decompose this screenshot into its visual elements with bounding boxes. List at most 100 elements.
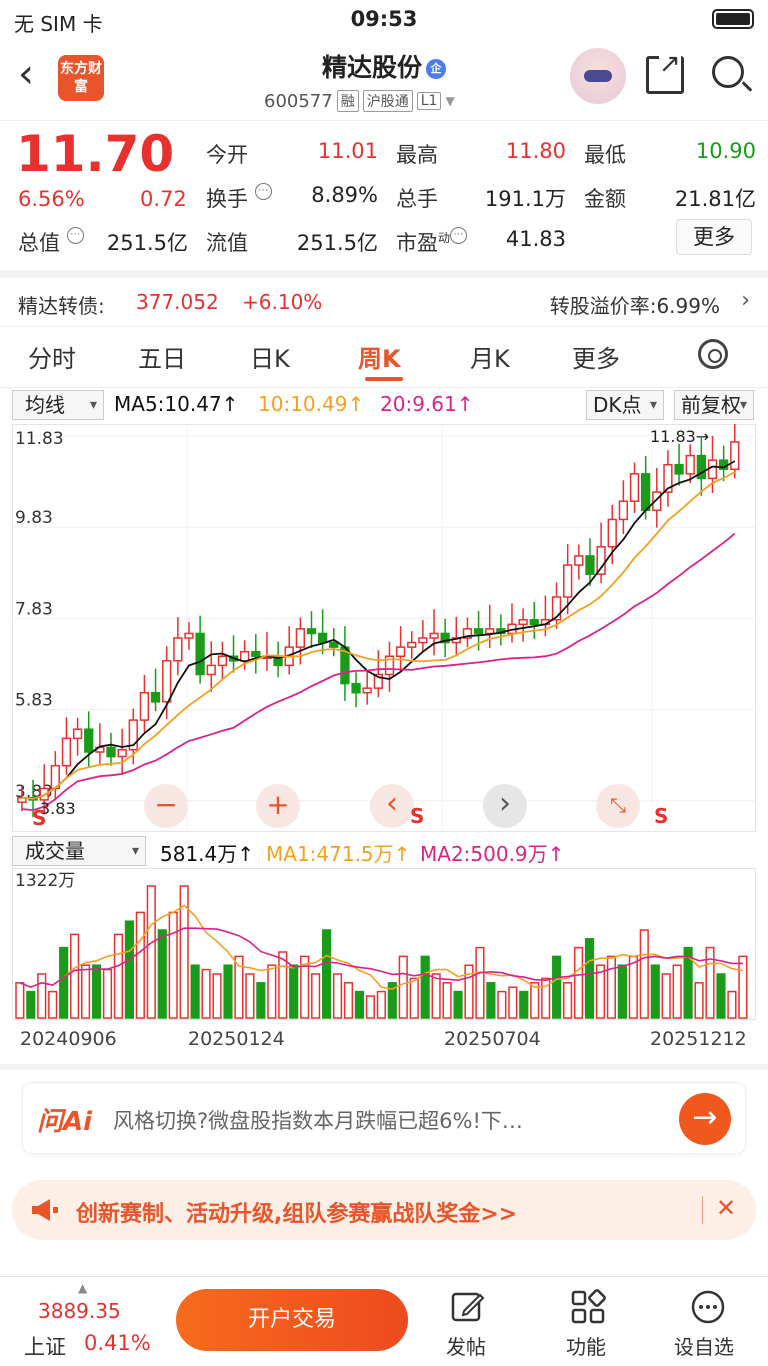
tab-weekly-k[interactable]: 周K	[358, 345, 401, 373]
promo-banner[interactable]: 创新赛制、活动升级,组队参赛赢战队奖金>> ✕	[12, 1180, 756, 1240]
volume-bar	[332, 973, 343, 1019]
candle-body	[106, 746, 116, 758]
info-icon[interactable]: ⋯	[450, 227, 468, 244]
zoom-out-button[interactable]: −	[144, 784, 188, 828]
indicator-selector[interactable]: 均线	[12, 390, 104, 420]
volume-bar	[508, 986, 518, 1019]
volume-bar	[201, 968, 211, 1019]
candle-body	[162, 660, 172, 703]
info-icon[interactable]: ⋯	[254, 183, 272, 200]
status-bar: 无 SIM 卡 09:53	[0, 0, 768, 40]
candle-body	[529, 619, 539, 626]
gear-icon[interactable]	[698, 339, 728, 369]
candle-body	[117, 748, 127, 758]
stock-header: ‹ 东方财富 精达股份企 600577 融 沪股通 L1 ▼	[0, 40, 768, 118]
volume-bar	[223, 964, 233, 1019]
candle-body	[184, 632, 194, 639]
label-mktcap: 总值 ⋯	[18, 227, 84, 257]
convertible-bond-row[interactable]: 精达转债: 377.052 +6.10% 转股溢价率:6.99% ›	[0, 270, 768, 322]
chart-tabs: 分时 五日 日K 周K 月K 更多	[0, 326, 768, 388]
volume-bar	[628, 955, 638, 1019]
label-amount: 金额	[584, 187, 626, 211]
grid-apps-icon[interactable]	[570, 1289, 606, 1325]
volume-bar	[80, 964, 91, 1019]
volume-bar	[289, 964, 299, 1019]
candle-body	[674, 463, 684, 475]
app-logo[interactable]: 东方财富	[58, 55, 104, 101]
volume-bar	[694, 982, 704, 1019]
share-icon[interactable]	[646, 49, 684, 94]
volume-selector[interactable]: 成交量	[12, 836, 146, 866]
ma20-readout: 20:9.61↑	[380, 392, 474, 416]
volume-bar	[354, 990, 365, 1019]
stock-title: 精达股份企	[0, 48, 768, 84]
add-watchlist-button[interactable]: 设自选	[674, 1335, 734, 1359]
ma5-line	[21, 460, 736, 800]
close-icon[interactable]: ✕	[716, 1194, 737, 1222]
date-label: 20251212	[650, 1028, 747, 1050]
last-price: 11.70	[16, 125, 175, 183]
volume-bar	[387, 982, 397, 1019]
candle-body	[685, 454, 695, 475]
battery-icon	[712, 9, 754, 29]
ma5-readout: MA5:10.47↑	[114, 392, 239, 416]
functions-button[interactable]: 功能	[566, 1335, 606, 1359]
candle-body	[707, 459, 718, 480]
post-button[interactable]: 发帖	[446, 1335, 486, 1359]
volume-bar	[102, 968, 113, 1019]
tab-five-day[interactable]: 五日	[138, 345, 186, 373]
scroll-right-button[interactable]: ›	[483, 784, 527, 828]
candle-body	[663, 463, 673, 493]
candle-body	[395, 646, 406, 657]
volume-bar	[37, 973, 47, 1019]
value-pe: 41.83	[505, 227, 566, 251]
volume-bar	[573, 946, 584, 1019]
min-price-marker: 3.83	[40, 799, 76, 818]
index-value[interactable]: 3889.35	[38, 1299, 121, 1323]
open-account-trade-button[interactable]: 开户交易	[176, 1289, 408, 1351]
volume-chart[interactable]: 1322万	[12, 868, 756, 1020]
value-turnover: 8.89%	[311, 183, 378, 207]
info-icon[interactable]: ⋯	[66, 227, 84, 244]
back-button[interactable]: ‹	[18, 51, 34, 97]
scroll-left-button[interactable]: ‹	[370, 784, 414, 828]
tab-monthly-k[interactable]: 月K	[470, 345, 510, 373]
divider	[702, 1196, 703, 1224]
candle-body	[551, 596, 562, 621]
candle-body	[652, 491, 662, 512]
candle-body	[585, 555, 595, 575]
ma20-line	[21, 532, 736, 812]
adjust-button[interactable]: 前复权	[674, 390, 754, 420]
fullscreen-icon[interactable]: ⤡	[596, 784, 640, 828]
more-button[interactable]: 更多	[676, 219, 752, 255]
divider	[0, 1064, 768, 1070]
caret-up-icon[interactable]: ▲	[78, 1281, 88, 1295]
arrow-right-icon[interactable]: →	[679, 1093, 731, 1145]
chevron-down-icon: ▼	[445, 94, 455, 108]
index-change[interactable]: 0.41%	[84, 1331, 151, 1355]
candle-body	[629, 473, 640, 502]
candle-body	[139, 691, 150, 721]
tab-more[interactable]: 更多	[572, 345, 620, 373]
dk-point-button[interactable]: DK点	[586, 390, 664, 420]
search-icon[interactable]	[712, 56, 744, 88]
volume-bar	[157, 929, 167, 1019]
volume-bar	[113, 933, 124, 1019]
stock-subtitle[interactable]: 600577 融 沪股通 L1 ▼	[264, 90, 455, 112]
sell-signal-marker: S	[410, 804, 425, 828]
index-name[interactable]: 上证	[24, 1335, 66, 1359]
zoom-in-button[interactable]: +	[256, 784, 300, 828]
assistant-robot-icon[interactable]	[570, 48, 626, 104]
tab-daily-k[interactable]: 日K	[250, 345, 290, 373]
edit-post-icon[interactable]	[450, 1289, 486, 1325]
date-label: 20250124	[188, 1028, 285, 1050]
tab-intraday[interactable]: 分时	[28, 345, 76, 373]
more-circle-icon[interactable]	[690, 1289, 726, 1325]
chevron-right-icon: ›	[741, 288, 750, 313]
ai-prompt-bar[interactable]: 问Ai 风格切换?微盘股指数本月跌幅已超6%!下… →	[22, 1082, 746, 1154]
candle-body	[518, 619, 528, 626]
megaphone-icon	[32, 1199, 58, 1221]
volume-bar	[135, 911, 145, 1019]
bond-change: +6.10%	[242, 290, 323, 314]
